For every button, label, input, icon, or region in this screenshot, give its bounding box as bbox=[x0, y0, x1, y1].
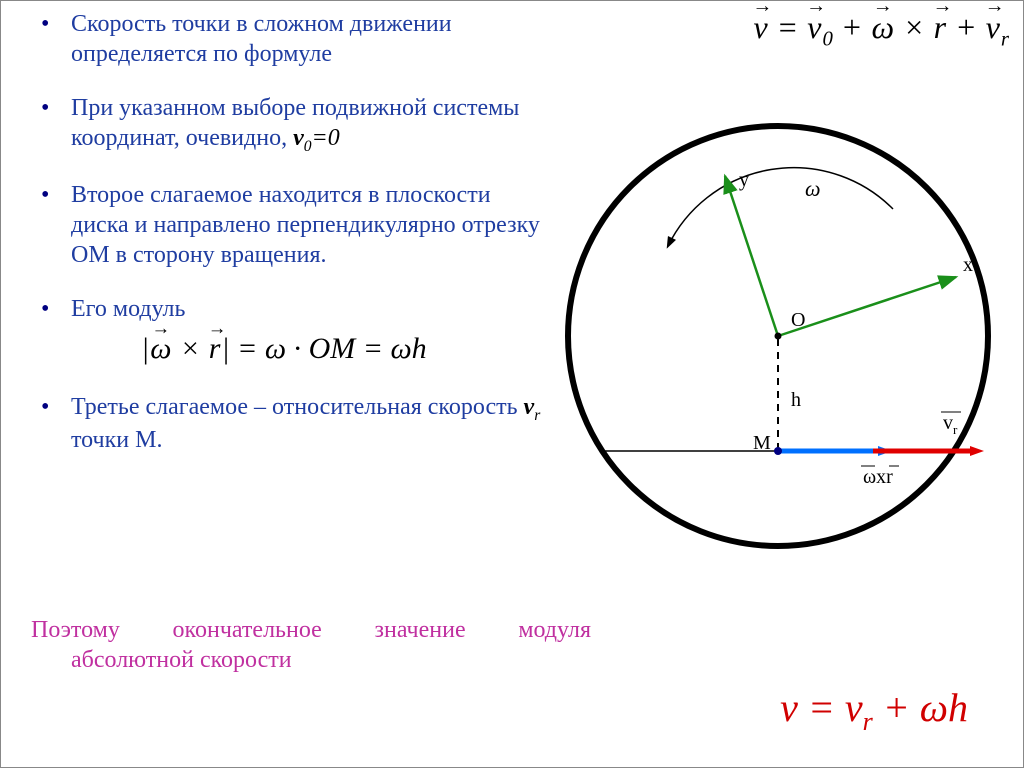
top-formula: v = v0 + ω × r + vr bbox=[752, 9, 1009, 51]
bullet-item: Третье слагаемое – относительная скорост… bbox=[31, 392, 551, 455]
inline-formula: |ω × r| = ω · OM = ωh bbox=[141, 330, 551, 368]
bullet-list: Скорость точки в сложном движении опреде… bbox=[31, 9, 551, 455]
svg-text:x: x bbox=[963, 254, 973, 276]
svg-text:M: M bbox=[753, 432, 771, 454]
bullet-item: При указанном выборе подвижной системы к… bbox=[31, 93, 551, 156]
svg-text:ωxr: ωxr bbox=[863, 466, 893, 488]
svg-text:y: y bbox=[739, 169, 749, 191]
bullet-item: Скорость точки в сложном движении опреде… bbox=[31, 9, 551, 69]
kinematics-diagram: Oω y x hMvr ωxr bbox=[543, 101, 1013, 571]
svg-text:ω: ω bbox=[805, 176, 821, 201]
bullet-item: Его модуль|ω × r| = ω · OM = ωh bbox=[31, 294, 551, 368]
conclusion-text: Поэтомуокончательноезначениемодуля абсол… bbox=[31, 615, 591, 675]
bullet-item: Второе слагаемое находится в плоскости д… bbox=[31, 180, 551, 270]
svg-text:h: h bbox=[791, 389, 801, 411]
svg-text:O: O bbox=[791, 309, 805, 331]
bottom-formula: v = vr + ωh bbox=[780, 684, 968, 737]
svg-text:vr: vr bbox=[943, 412, 958, 437]
